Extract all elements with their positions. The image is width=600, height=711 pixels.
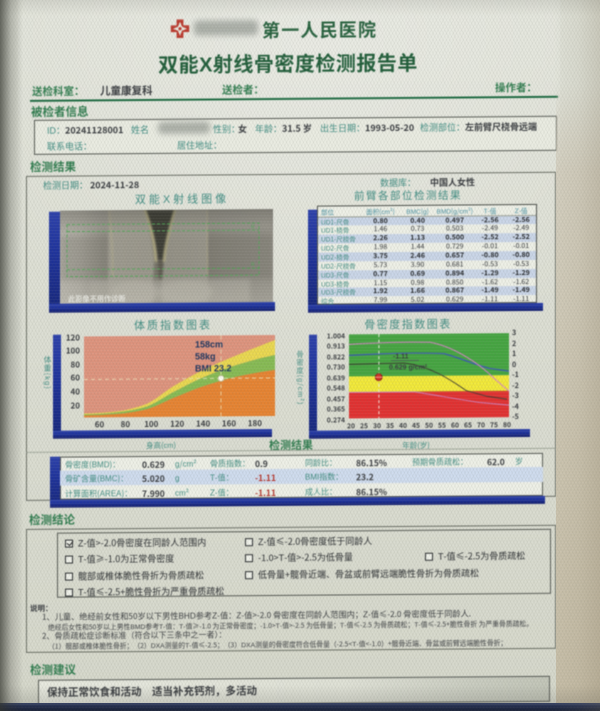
svg-text:158cm: 158cm — [195, 339, 223, 349]
svg-text:R: R — [251, 262, 255, 268]
svg-text:BMI 23.2: BMI 23.2 — [195, 363, 232, 373]
svg-text:58kg: 58kg — [195, 351, 216, 361]
svg-text:R: R — [251, 225, 255, 231]
svg-text:0.629 g/cm²: 0.629 g/cm² — [389, 364, 428, 371]
svg-text:-1.11: -1.11 — [393, 353, 409, 360]
svg-text:此影像不用作诊断: 此影像不用作诊断 — [68, 294, 126, 304]
